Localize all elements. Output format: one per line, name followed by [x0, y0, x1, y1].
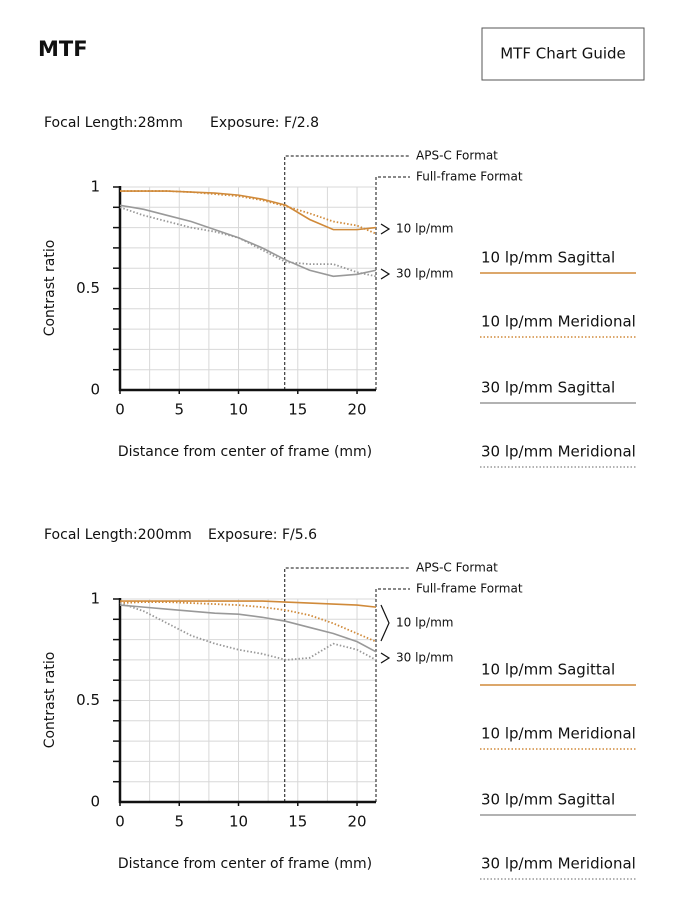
y-tick-label: 0 — [90, 793, 100, 811]
x-axis-label: Distance from center of frame (mm) — [118, 856, 372, 872]
focal-length: Focal Length:200mm — [44, 527, 192, 543]
legend-label: 10 lp/mm Meridional — [481, 725, 636, 743]
mtf-line — [120, 190, 377, 231]
x-tick-label: 15 — [288, 813, 307, 831]
page-title: MTF — [38, 37, 88, 61]
curve-pointer — [380, 652, 391, 664]
x-tick-label: 20 — [347, 401, 366, 419]
x-tick-label: 10 — [229, 401, 248, 419]
y-tick-label: 1 — [90, 178, 100, 196]
legend-label: 10 lp/mm Sagittal — [481, 661, 615, 679]
legend-label: 30 lp/mm Sagittal — [481, 379, 615, 397]
format-label: APS-C Format — [416, 561, 498, 575]
format-marker — [284, 155, 410, 390]
y-tick-label: 0 — [90, 381, 100, 399]
x-tick-label: 20 — [347, 813, 366, 831]
x-tick-label: 0 — [115, 401, 125, 419]
exposure: Exposure: F/5.6 — [208, 527, 317, 543]
y-tick-label: 0.5 — [76, 691, 100, 709]
format-marker — [284, 567, 410, 802]
y-tick-label: 0.5 — [76, 279, 100, 297]
legend-label: 10 lp/mm Meridional — [481, 313, 636, 331]
curve-label: 30 lp/mm — [396, 267, 453, 281]
mtf-line — [120, 190, 377, 235]
curve-bracket — [380, 604, 390, 642]
legend-label: 30 lp/mm Sagittal — [481, 791, 615, 809]
guide-button-label[interactable]: MTF Chart Guide — [500, 45, 626, 63]
x-tick-label: 0 — [115, 813, 125, 831]
format-label: Full-frame Format — [416, 170, 523, 184]
format-label: Full-frame Format — [416, 582, 523, 596]
curve-label: 10 lp/mm — [396, 222, 453, 236]
focal-length: Focal Length:28mm — [44, 115, 183, 131]
x-axis-label: Distance from center of frame (mm) — [118, 444, 372, 460]
mtf-line — [120, 600, 377, 608]
mtf-line — [119, 604, 377, 653]
guide-button-box[interactable] — [481, 27, 645, 81]
curve-pointer — [380, 223, 391, 235]
x-tick-label: 5 — [174, 401, 184, 419]
legend-label: 30 lp/mm Meridional — [481, 443, 636, 461]
curve-label: 10 lp/mm — [396, 616, 453, 630]
x-tick-label: 15 — [288, 401, 307, 419]
y-tick-label: 1 — [90, 590, 100, 608]
y-axis-label: Contrast ratio — [42, 652, 58, 749]
format-marker — [375, 588, 410, 802]
mtf-line — [119, 601, 377, 643]
legend-label: 10 lp/mm Sagittal — [481, 249, 615, 267]
mtf-line — [119, 602, 377, 661]
x-tick-label: 10 — [229, 813, 248, 831]
guide-button[interactable]: MTF Chart Guide — [481, 27, 645, 81]
format-label: APS-C Format — [416, 149, 498, 163]
y-axis-label: Contrast ratio — [42, 240, 58, 337]
format-marker — [375, 176, 410, 390]
curve-pointer — [380, 268, 391, 280]
exposure: Exposure: F/2.8 — [210, 115, 319, 131]
curve-label: 30 lp/mm — [396, 651, 453, 665]
x-tick-label: 5 — [174, 813, 184, 831]
legend-label: 30 lp/mm Meridional — [481, 855, 636, 873]
mtf-line — [119, 204, 377, 278]
